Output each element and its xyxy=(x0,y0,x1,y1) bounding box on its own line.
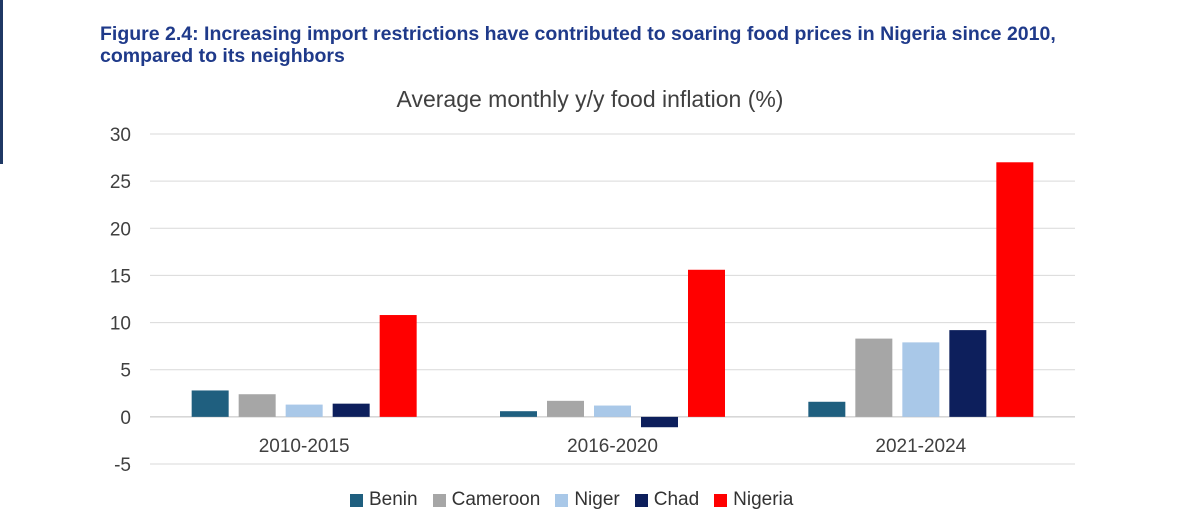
bar-niger-2010-2015 xyxy=(285,404,323,417)
chart-legend: Benin Cameroon Niger Chad Nigeria xyxy=(350,487,808,513)
bar-benin-2010-2015 xyxy=(191,390,229,417)
x-category-label: 2010-2015 xyxy=(259,436,350,457)
y-tick-label: 15 xyxy=(110,266,131,287)
x-category-label: 2021-2024 xyxy=(875,436,966,457)
bar-niger-2021-2024 xyxy=(902,342,940,417)
y-tick-label: 25 xyxy=(110,172,131,193)
bar-chad-2016-2020 xyxy=(641,416,678,428)
x-category-label: 2016-2020 xyxy=(567,436,658,457)
legend-label: Nigeria xyxy=(733,489,794,510)
figure-title: Figure 2.4: Increasing import restrictio… xyxy=(100,23,1056,67)
bar-cameroon-2021-2024 xyxy=(855,338,893,417)
bar-nigeria-2016-2020 xyxy=(688,269,725,417)
legend-label: Chad xyxy=(653,489,700,510)
bar-niger-2016-2020 xyxy=(594,405,631,417)
bar-benin-2021-2024 xyxy=(808,401,846,417)
y-tick-label: 0 xyxy=(120,408,131,429)
left-accent-rule xyxy=(0,0,3,164)
bar-nigeria-2010-2015 xyxy=(379,315,417,417)
bar-cameroon-2010-2015 xyxy=(238,394,276,417)
legend-item-benin: Benin xyxy=(350,489,418,511)
legend-swatch xyxy=(634,493,648,507)
legend-item-chad: Chad xyxy=(634,489,700,511)
legend-swatch xyxy=(555,493,569,507)
legend-label: Niger xyxy=(574,489,620,510)
y-tick-label: 5 xyxy=(120,361,131,382)
legend-swatch xyxy=(714,493,728,507)
y-tick-label: 10 xyxy=(110,314,131,335)
legend-item-nigeria: Nigeria xyxy=(714,489,793,511)
legend-swatch xyxy=(350,493,363,507)
y-tick-label: -5 xyxy=(114,455,131,476)
bar-cameroon-2016-2020 xyxy=(547,400,584,417)
chart-title: Average monthly y/y food inflation (%) xyxy=(397,86,784,112)
y-tick-label: 30 xyxy=(110,125,131,146)
legend-item-cameroon: Cameroon xyxy=(432,489,541,511)
bar-nigeria-2021-2024 xyxy=(996,162,1034,417)
y-tick-label: 20 xyxy=(110,219,131,240)
bar-chad-2021-2024 xyxy=(949,330,987,417)
legend-label: Benin xyxy=(369,489,418,510)
bar-benin-2016-2020 xyxy=(500,411,537,417)
legend-label: Cameroon xyxy=(451,489,541,510)
legend-item-niger: Niger xyxy=(555,489,620,511)
legend-swatch xyxy=(432,493,446,507)
bar-chad-2010-2015 xyxy=(332,403,370,417)
